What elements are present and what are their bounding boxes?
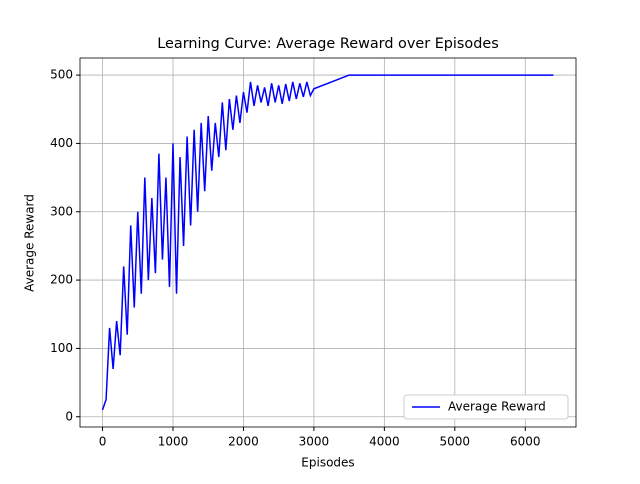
- x-axis-label: Episodes: [301, 456, 354, 470]
- x-tick-label: 0: [99, 435, 107, 449]
- y-tick-label: 200: [50, 273, 73, 287]
- x-tick-label: 3000: [299, 435, 330, 449]
- x-tick-label: 2000: [228, 435, 259, 449]
- y-tick-label: 100: [50, 341, 73, 355]
- x-tick-label: 1000: [158, 435, 189, 449]
- y-tick-label: 400: [50, 136, 73, 150]
- legend: Average Reward: [403, 394, 569, 420]
- x-tick-label: 6000: [510, 435, 541, 449]
- x-tick-label: 5000: [440, 435, 471, 449]
- legend-box: [403, 394, 569, 420]
- x-tick-label: 4000: [369, 435, 400, 449]
- axes-frame: [79, 57, 577, 428]
- y-tick-label: 500: [50, 68, 73, 82]
- chart-title: Learning Curve: Average Reward over Epis…: [157, 36, 498, 52]
- y-tick-label: 0: [65, 409, 73, 423]
- line: [101, 74, 554, 411]
- y-tick-label: 300: [50, 204, 73, 218]
- legend-label: Average Reward: [448, 400, 546, 414]
- y-axis-label: Average Reward: [23, 194, 37, 292]
